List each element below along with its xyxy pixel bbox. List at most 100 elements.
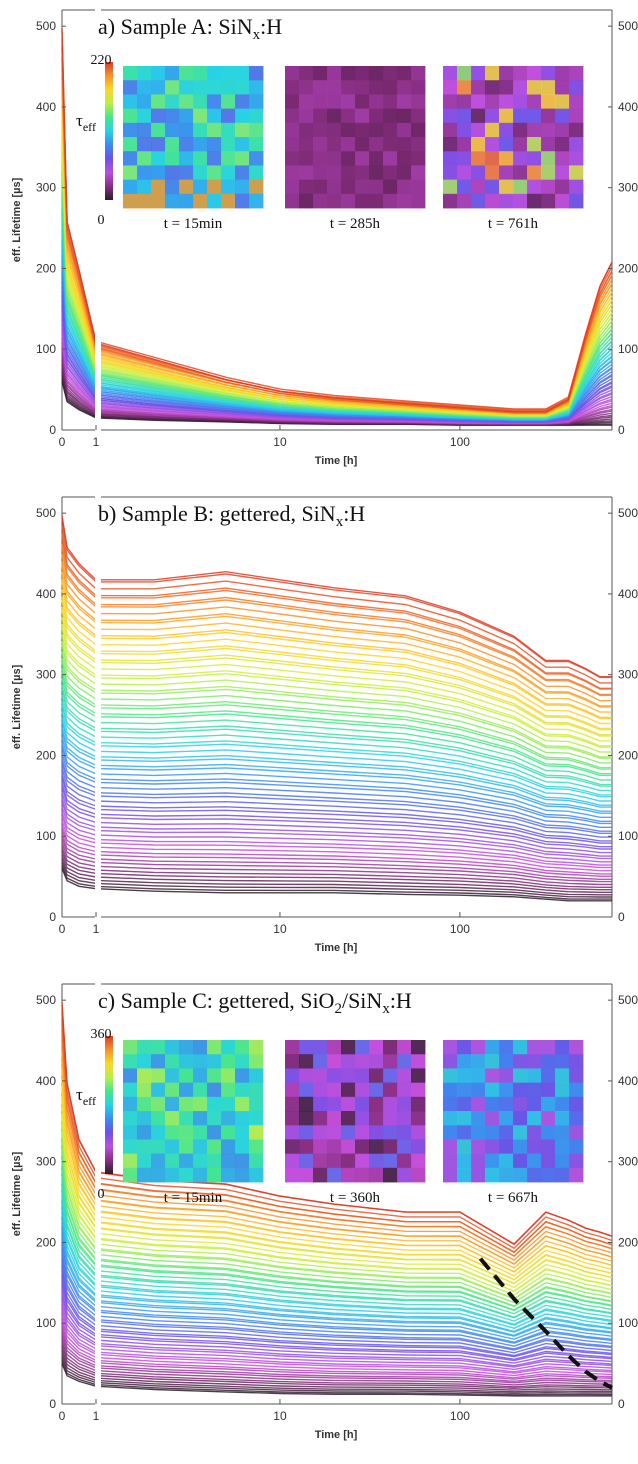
inset-pixel <box>165 1139 180 1155</box>
inset-pixel <box>443 151 458 166</box>
series-line <box>61 1337 97 1372</box>
series-line <box>95 763 612 812</box>
inset-pixel <box>485 165 500 181</box>
series-line <box>95 1335 613 1362</box>
y-tick-label-right: 500 <box>618 19 638 33</box>
series-line <box>61 854 97 878</box>
series-line <box>61 1235 97 1311</box>
series-line <box>95 846 612 872</box>
inset-pixel <box>541 151 556 166</box>
inset-pixel <box>443 94 458 110</box>
x-tick-label: 0 <box>59 1409 66 1423</box>
inset-pixel <box>485 179 500 195</box>
inset-pixel <box>369 193 384 209</box>
inset-pixel <box>179 94 194 110</box>
series-line <box>95 670 612 747</box>
series-line <box>95 704 612 770</box>
inset-pixel <box>313 1153 328 1169</box>
inset-pixel <box>471 1082 486 1098</box>
colorbar <box>105 62 113 200</box>
inset-pixel <box>541 108 556 124</box>
series-line <box>61 525 97 590</box>
inset-pixel <box>527 1153 542 1169</box>
inset-pixel <box>499 137 514 152</box>
inset-pixel <box>457 193 472 209</box>
y-tick-label-right: 300 <box>618 1155 638 1169</box>
series-line <box>61 1276 97 1335</box>
inset-pixel <box>235 1096 250 1112</box>
inset-pixel <box>499 1153 514 1169</box>
series-line <box>61 617 97 670</box>
inset-pixel <box>355 1040 370 1055</box>
y-axis-label: eff. Lifetime [µs] <box>11 177 23 262</box>
inset-pixel <box>249 1082 264 1098</box>
inset-pixel <box>207 1040 222 1055</box>
inset-pixel <box>411 137 426 152</box>
inset-pixel <box>383 1153 398 1169</box>
series-line <box>95 679 612 753</box>
inset-pixel <box>569 80 584 95</box>
inset-pixel <box>249 1096 264 1112</box>
inset-pixel <box>313 1139 328 1155</box>
inset-pixel <box>313 151 328 166</box>
inset-map <box>285 1040 426 1183</box>
series-line <box>61 1360 97 1386</box>
inset-pixel <box>327 80 342 95</box>
inset-pixel <box>369 1082 384 1098</box>
inset-map <box>123 1040 264 1183</box>
series-line <box>61 701 97 744</box>
series-line <box>61 1349 97 1379</box>
inset-pixel <box>137 1125 152 1140</box>
inset-pixel <box>285 151 300 166</box>
series-line <box>95 725 612 786</box>
series-line <box>61 838 97 864</box>
inset-pixel <box>235 151 250 166</box>
series-line <box>95 1269 613 1315</box>
series-line <box>95 786 612 828</box>
inset-pixel <box>123 1096 138 1112</box>
inset-pixel <box>471 1111 486 1126</box>
inset-pixel <box>299 122 314 138</box>
inset-pixel <box>527 137 542 152</box>
inset-pixel <box>397 1068 412 1084</box>
inset-pixel <box>285 66 300 81</box>
inset-pixel <box>485 1040 500 1055</box>
series-line <box>95 861 612 883</box>
inset-pixel <box>555 108 570 124</box>
series-line <box>95 599 612 697</box>
series-line <box>61 658 97 706</box>
inset-pixel <box>411 165 426 181</box>
inset-pixel <box>569 1082 584 1098</box>
inset-pixel <box>341 193 356 209</box>
inset-pixel <box>383 94 398 110</box>
inset-pixel <box>137 137 152 152</box>
inset-pixel <box>249 122 264 138</box>
inset-pixel <box>541 1040 556 1055</box>
inset-pixel <box>569 1040 584 1055</box>
inset-pixel <box>151 94 166 110</box>
inset-pixel <box>285 1125 300 1140</box>
inset-pixel <box>123 122 138 138</box>
series-line <box>95 340 613 419</box>
series-line <box>61 688 97 732</box>
inset-pixel <box>341 1040 356 1055</box>
inset-pixel <box>541 1125 556 1140</box>
inset-pixel <box>299 1082 314 1098</box>
inset-pixel <box>151 108 166 124</box>
inset-pixel <box>249 1068 264 1084</box>
inset-pixel <box>341 1096 356 1112</box>
inset-pixel <box>207 1111 222 1126</box>
inset-pixel <box>443 80 458 95</box>
inset-pixel <box>235 137 250 152</box>
inset-pixel <box>369 1167 384 1183</box>
series-line <box>95 629 612 719</box>
inset-pixel <box>527 1040 542 1055</box>
inset-pixel <box>485 1139 500 1155</box>
title-tail: :H <box>260 14 282 39</box>
inset-pixel <box>193 1096 208 1112</box>
inset-pixel <box>457 1096 472 1112</box>
inset-pixel <box>527 193 542 209</box>
inset-pixel <box>457 122 472 138</box>
series-line <box>61 711 97 752</box>
inset-pixel <box>485 80 500 95</box>
